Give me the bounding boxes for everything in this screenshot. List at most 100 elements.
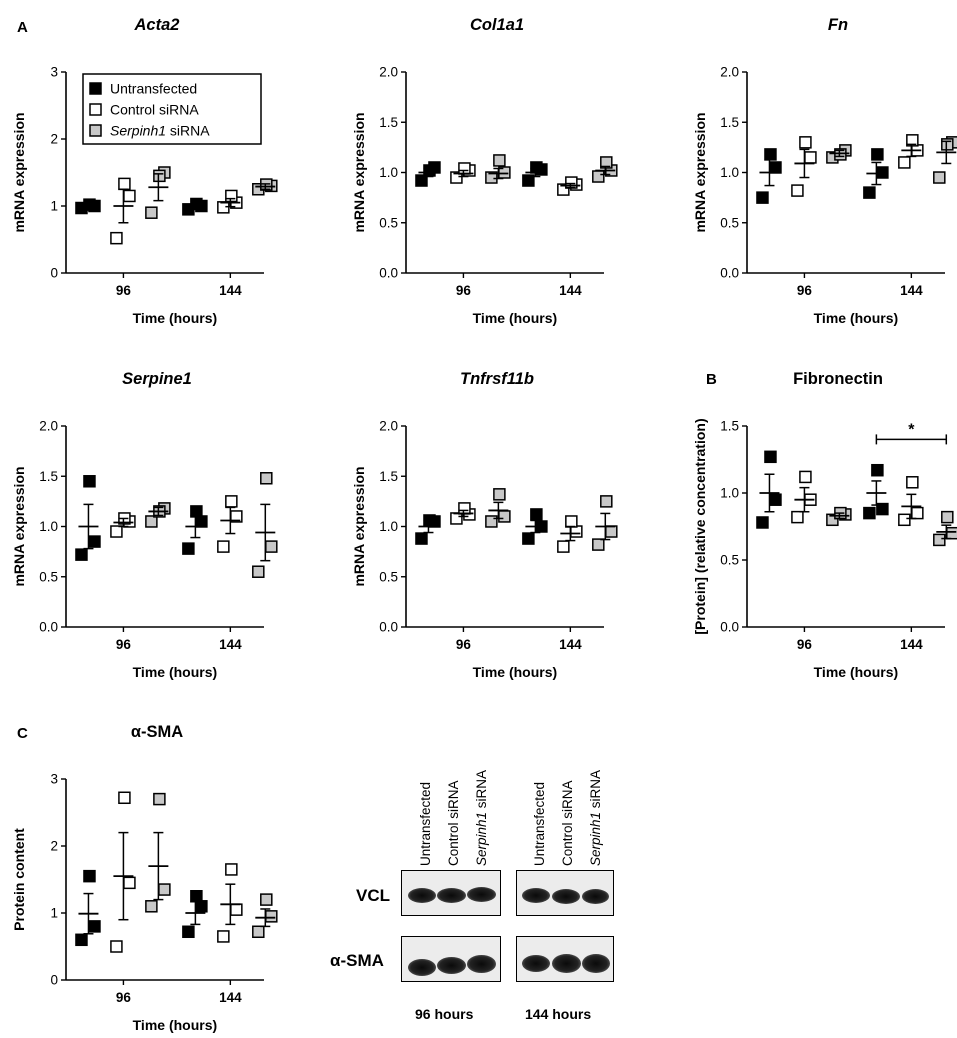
data-point-open [565, 515, 578, 528]
data-point-open [110, 525, 123, 538]
data-point-open [906, 476, 919, 489]
data-point-filled [863, 186, 876, 199]
data-point-filled [764, 148, 777, 161]
data-point-grey [145, 900, 158, 913]
data-point-open [791, 510, 804, 524]
data-point-grey [946, 526, 957, 540]
data-point-filled [75, 548, 88, 561]
x-axis-label: Time (hours) [133, 310, 218, 326]
x-tick-label: 144 [900, 283, 923, 298]
data-point-open [123, 189, 136, 203]
data-point-grey [252, 565, 265, 578]
y-axis-label: mRNA expression [11, 112, 27, 232]
y-axis-label: mRNA expression [351, 466, 367, 586]
blot-row-label-asma: α-SMA [330, 951, 384, 970]
significance-star: * [908, 421, 915, 438]
data-point-filled [83, 475, 96, 488]
data-point-filled [423, 164, 436, 177]
data-point-open [898, 513, 911, 527]
data-point-open [110, 231, 123, 245]
legend-label: Serpinh1 siRNA [110, 123, 210, 139]
band [552, 889, 580, 904]
data-point-filled [530, 161, 543, 174]
data-point-filled [876, 166, 889, 179]
data-point-grey [145, 206, 158, 219]
legend: Untransfected Control siRNA Serpinh1 siRNA [82, 73, 262, 145]
data-point-open [230, 903, 243, 916]
data-point-open [225, 189, 238, 203]
data-point-grey [252, 925, 265, 939]
legend-marker-grey [89, 124, 102, 137]
chart-title: Col1a1 [470, 16, 524, 34]
y-tick-label: 0.5 [720, 215, 739, 230]
data-point-open [458, 162, 471, 175]
data-point-grey [485, 515, 498, 528]
x-tick-label: 96 [456, 283, 472, 298]
x-tick-label: 96 [797, 637, 813, 652]
y-tick-label: 0.0 [720, 620, 739, 635]
y-tick-label: 2.0 [39, 419, 58, 434]
x-tick-label: 96 [116, 283, 132, 298]
data-point-filled [756, 516, 769, 529]
data-point-filled [863, 506, 876, 520]
data-point-open [217, 930, 230, 943]
data-point-grey [933, 171, 946, 184]
y-tick-label: 0.5 [720, 553, 739, 568]
x-tick-label: 144 [219, 283, 242, 298]
data-point-filled [769, 161, 782, 174]
x-axis-label: Time (hours) [814, 664, 899, 680]
lane-label-serpinh1-144: Serpinh1 siRNA [588, 769, 603, 866]
data-point-grey [158, 883, 171, 896]
y-tick-label: 1.5 [379, 115, 398, 130]
y-tick-label: 0.0 [39, 620, 58, 635]
data-point-filled [876, 502, 889, 516]
y-axis-label: mRNA expression [351, 112, 367, 232]
data-point-grey [941, 510, 954, 524]
y-tick-label: 1.0 [379, 519, 398, 534]
chart-title: α-SMA [131, 723, 183, 741]
data-point-filled [182, 925, 195, 939]
data-point-open [217, 540, 230, 553]
legend-marker-filled [89, 82, 102, 95]
band [408, 959, 436, 976]
data-point-open [225, 863, 238, 876]
data-point-open [911, 506, 924, 520]
data-point-filled [88, 535, 101, 548]
data-point-grey [605, 525, 618, 538]
data-point-filled [415, 532, 428, 545]
x-tick-label: 144 [559, 283, 582, 298]
lane-label-untransfected-144: Untransfected [532, 781, 547, 866]
data-point-open [906, 134, 919, 147]
data-point-filled [522, 532, 535, 545]
y-axis-label: mRNA expression [11, 466, 27, 586]
data-point-grey [826, 513, 839, 527]
chart-title: Fibronectin [793, 370, 883, 388]
blot-time-144: 144 hours [525, 1006, 592, 1022]
band [522, 955, 550, 972]
x-tick-label: 96 [797, 283, 813, 298]
y-tick-label: 0.5 [39, 569, 58, 584]
band [467, 887, 496, 902]
data-point-open [458, 502, 471, 515]
data-point-filled [530, 508, 543, 521]
data-point-filled [88, 920, 101, 933]
x-axis-label: Time (hours) [133, 664, 218, 680]
y-tick-label: 0.0 [379, 266, 398, 281]
x-axis-label: Time (hours) [814, 310, 899, 326]
y-tick-label: 3 [50, 65, 58, 80]
data-point-open [557, 183, 570, 196]
data-point-grey [941, 138, 954, 151]
y-tick-label: 2.0 [379, 419, 398, 434]
y-tick-label: 2 [50, 132, 58, 147]
blot-asma-96 [401, 936, 501, 982]
data-point-open [123, 876, 136, 890]
data-point-grey [493, 154, 506, 167]
y-tick-label: 0.0 [379, 620, 398, 635]
panel-letter-a: A [17, 19, 28, 36]
data-point-open [804, 151, 817, 164]
y-tick-label: 1.5 [720, 115, 739, 130]
